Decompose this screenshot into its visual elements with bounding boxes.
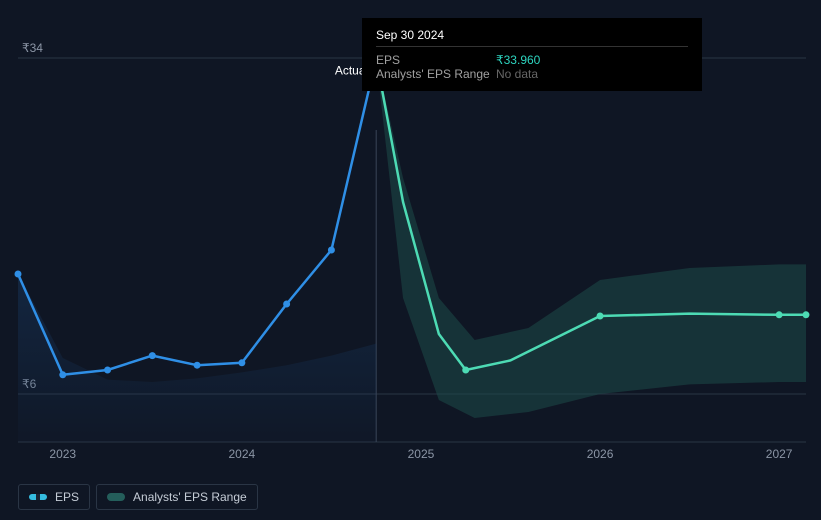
- legend-swatch: [29, 494, 47, 500]
- tooltip-row: Analysts' EPS RangeNo data: [376, 67, 688, 81]
- forecast-marker: [462, 367, 469, 374]
- tooltip: Sep 30 2024 EPS₹33.960Analysts' EPS Rang…: [362, 18, 702, 91]
- eps-forecast-chart: ₹6₹3420232024202520262027ActualAnalysts …: [0, 0, 821, 520]
- y-tick-label: ₹34: [22, 41, 43, 55]
- forecast-marker: [776, 311, 783, 318]
- tooltip-row-label: EPS: [376, 53, 496, 67]
- legend-label: Analysts' EPS Range: [133, 490, 247, 504]
- tooltip-divider: [376, 46, 688, 47]
- forecast-marker: [597, 313, 604, 320]
- actual-line: [18, 58, 376, 374]
- x-tick-label: 2023: [49, 447, 76, 461]
- forecast-marker: [803, 311, 810, 318]
- forecast-band: [376, 58, 806, 418]
- actual-marker: [328, 247, 335, 254]
- tooltip-row-value: No data: [496, 67, 538, 81]
- x-tick-label: 2025: [408, 447, 435, 461]
- actual-marker: [15, 271, 22, 278]
- actual-marker: [104, 367, 111, 374]
- x-tick-label: 2024: [229, 447, 256, 461]
- legend-item[interactable]: Analysts' EPS Range: [96, 484, 258, 510]
- tooltip-row-value: ₹33.960: [496, 53, 540, 67]
- actual-marker: [194, 362, 201, 369]
- tooltip-row-label: Analysts' EPS Range: [376, 67, 496, 81]
- legend-swatch: [107, 493, 125, 501]
- actual-band: [18, 274, 376, 442]
- legend-label: EPS: [55, 490, 79, 504]
- x-tick-label: 2027: [766, 447, 793, 461]
- tooltip-title: Sep 30 2024: [376, 28, 688, 42]
- legend: EPS Analysts' EPS Range: [18, 484, 258, 510]
- tooltip-row: EPS₹33.960: [376, 53, 688, 67]
- actual-marker: [238, 359, 245, 366]
- actual-marker: [283, 301, 290, 308]
- actual-marker: [59, 371, 66, 378]
- actual-marker: [149, 352, 156, 359]
- x-tick-label: 2026: [587, 447, 614, 461]
- legend-item[interactable]: EPS: [18, 484, 90, 510]
